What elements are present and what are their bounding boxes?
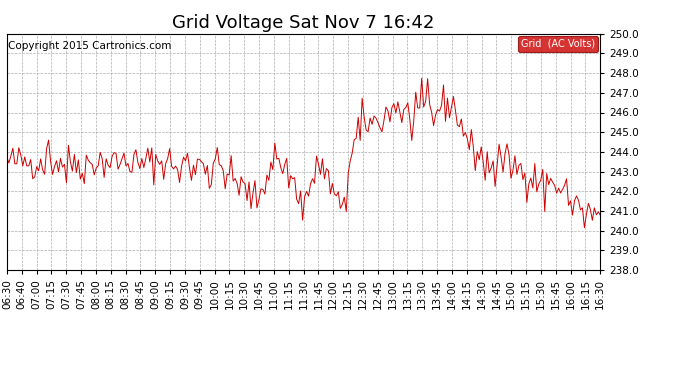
Text: Copyright 2015 Cartronics.com: Copyright 2015 Cartronics.com bbox=[8, 41, 171, 51]
Legend: Grid  (AC Volts): Grid (AC Volts) bbox=[518, 36, 598, 51]
Title: Grid Voltage Sat Nov 7 16:42: Grid Voltage Sat Nov 7 16:42 bbox=[172, 14, 435, 32]
